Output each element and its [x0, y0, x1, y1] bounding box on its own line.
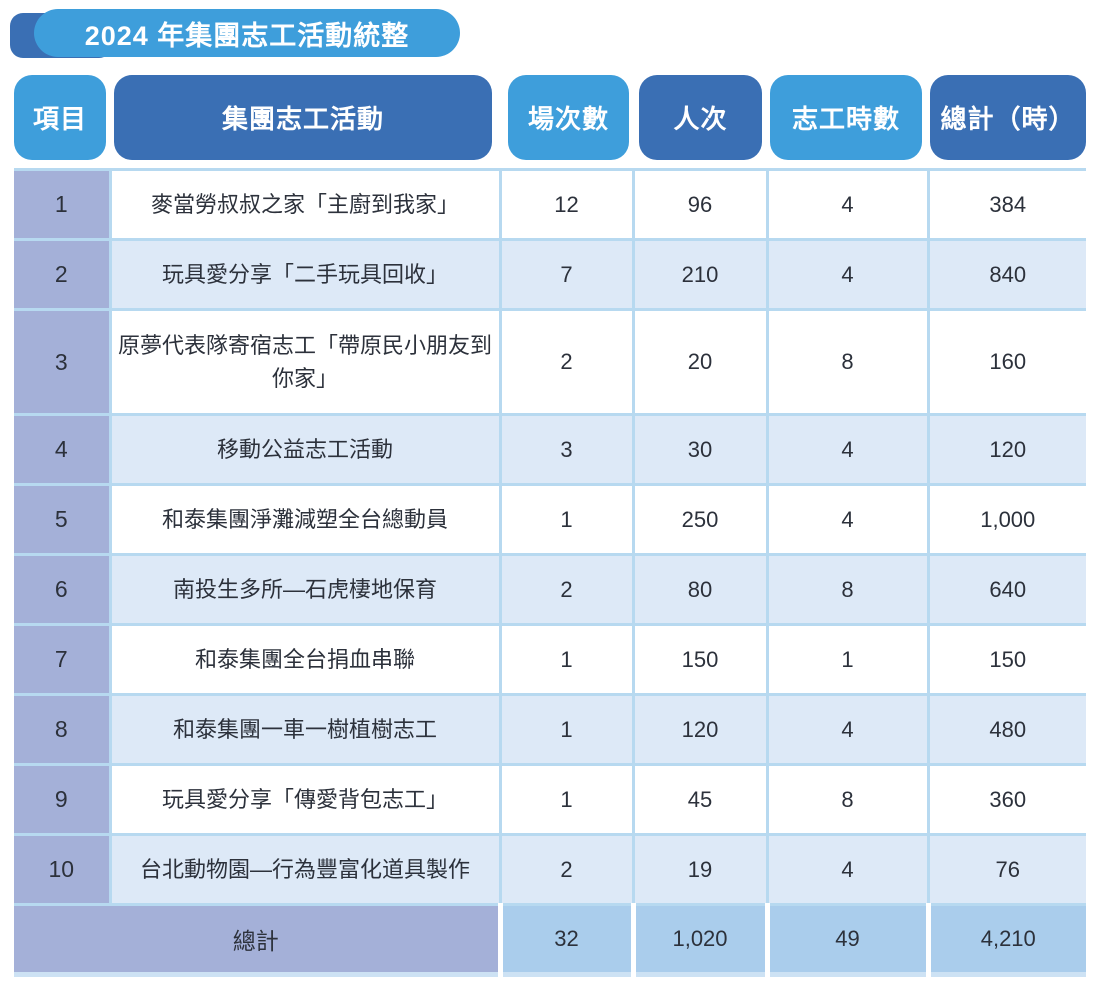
table-row: 8 和泰集團一車一樹植樹志工 1 120 4 480: [14, 694, 1086, 766]
cell-participants: 210: [633, 239, 769, 311]
table-row: 10 台北動物園—行為豐富化道具製作 2 19 4 76: [14, 834, 1086, 906]
cell-hours: 4: [767, 694, 930, 766]
cell-activity: 和泰集團淨灘減塑全台總動員: [110, 484, 502, 556]
cell-sessions: 1: [500, 484, 635, 556]
cell-activity: 南投生多所—石虎棲地保育: [110, 554, 502, 626]
total-participants: 1,020: [633, 903, 770, 975]
column-header-participants: 人次: [639, 75, 762, 160]
column-header-participants-label: 人次: [673, 104, 728, 134]
table-row: 5 和泰集團淨灘減塑全台總動員 1 250 4 1,000: [14, 484, 1086, 556]
column-header-sessions: 場次數: [508, 75, 629, 160]
cell-sessions: 1: [500, 624, 635, 696]
cell-hours: 4: [767, 169, 930, 241]
cell-total: 1,000: [928, 484, 1086, 556]
cell-activity: 和泰集團全台捐血串聯: [110, 624, 502, 696]
table-total-row: 總計 32 1,020 49 4,210: [14, 903, 1086, 975]
cell-total: 120: [928, 414, 1086, 486]
cell-hours: 4: [767, 484, 930, 556]
cell-item: 7: [14, 624, 112, 696]
cell-total: 160: [928, 309, 1086, 416]
cell-activity: 和泰集團一車一樹植樹志工: [110, 694, 502, 766]
cell-activity: 麥當勞叔叔之家「主廚到我家」: [110, 169, 502, 241]
total-total-hours: 4,210: [928, 903, 1086, 975]
cell-hours: 4: [767, 414, 930, 486]
cell-hours: 8: [767, 764, 930, 836]
cell-total: 840: [928, 239, 1086, 311]
cell-participants: 150: [633, 624, 769, 696]
table-row: 3 原夢代表隊寄宿志工「帶原民小朋友到你家」 2 20 8 160: [14, 309, 1086, 416]
cell-sessions: 7: [500, 239, 635, 311]
cell-sessions: 1: [500, 764, 635, 836]
cell-hours: 4: [767, 834, 930, 906]
table-row: 7 和泰集團全台捐血串聯 1 150 1 150: [14, 624, 1086, 696]
column-header-item: 項目: [14, 75, 106, 160]
cell-item: 10: [14, 834, 112, 906]
cell-total: 384: [928, 169, 1086, 241]
cell-total: 360: [928, 764, 1086, 836]
cell-sessions: 2: [500, 834, 635, 906]
cell-participants: 96: [633, 169, 769, 241]
cell-item: 3: [14, 309, 112, 416]
table-row: 4 移動公益志工活動 3 30 4 120: [14, 414, 1086, 486]
cell-item: 8: [14, 694, 112, 766]
table-row: 1 麥當勞叔叔之家「主廚到我家」 12 96 4 384: [14, 169, 1086, 241]
cell-participants: 20: [633, 309, 769, 416]
cell-activity: 台北動物園—行為豐富化道具製作: [110, 834, 502, 906]
cell-total: 640: [928, 554, 1086, 626]
cell-sessions: 1: [500, 694, 635, 766]
cell-item: 5: [14, 484, 112, 556]
total-row-label: 總計: [14, 903, 503, 975]
table-row: 9 玩具愛分享「傳愛背包志工」 1 45 8 360: [14, 764, 1086, 836]
cell-item: 9: [14, 764, 112, 836]
page-title: 2024 年集團志工活動統整: [34, 9, 460, 57]
column-header-item-label: 項目: [32, 104, 87, 134]
cell-sessions: 3: [500, 414, 635, 486]
column-header-total-hours-label: 總計（時）: [940, 104, 1076, 134]
cell-hours: 8: [767, 309, 930, 416]
total-sessions: 32: [500, 903, 636, 975]
column-header-sessions-label: 場次數: [527, 104, 609, 134]
cell-sessions: 2: [500, 309, 635, 416]
cell-participants: 80: [633, 554, 769, 626]
cell-activity: 玩具愛分享「傳愛背包志工」: [110, 764, 502, 836]
total-hours: 49: [767, 903, 931, 975]
column-header-volunteer-hours-label: 志工時數: [791, 104, 900, 134]
cell-activity: 玩具愛分享「二手玩具回收」: [110, 239, 502, 311]
cell-participants: 45: [633, 764, 769, 836]
cell-hours: 8: [767, 554, 930, 626]
column-header-total-hours: 總計（時）: [930, 75, 1086, 160]
cell-sessions: 12: [500, 169, 635, 241]
volunteer-activity-table: 1 麥當勞叔叔之家「主廚到我家」 12 96 4 384 2 玩具愛分享「二手玩…: [14, 168, 1086, 977]
cell-participants: 120: [633, 694, 769, 766]
page-title-text: 2024 年集團志工活動統整: [84, 20, 410, 51]
column-header-volunteer-hours: 志工時數: [770, 75, 922, 160]
cell-total: 480: [928, 694, 1086, 766]
cell-activity: 原夢代表隊寄宿志工「帶原民小朋友到你家」: [110, 309, 502, 416]
cell-hours: 4: [767, 239, 930, 311]
cell-activity: 移動公益志工活動: [110, 414, 502, 486]
cell-total: 150: [928, 624, 1086, 696]
cell-item: 6: [14, 554, 112, 626]
cell-participants: 30: [633, 414, 769, 486]
column-header-activity: 集團志工活動: [114, 75, 492, 160]
cell-item: 4: [14, 414, 112, 486]
cell-participants: 250: [633, 484, 769, 556]
table-row: 6 南投生多所—石虎棲地保育 2 80 8 640: [14, 554, 1086, 626]
cell-sessions: 2: [500, 554, 635, 626]
cell-total: 76: [928, 834, 1086, 906]
cell-item: 2: [14, 239, 112, 311]
cell-hours: 1: [767, 624, 930, 696]
cell-item: 1: [14, 169, 112, 241]
cell-participants: 19: [633, 834, 769, 906]
column-header-activity-label: 集團志工活動: [221, 104, 384, 134]
table-row: 2 玩具愛分享「二手玩具回收」 7 210 4 840: [14, 239, 1086, 311]
